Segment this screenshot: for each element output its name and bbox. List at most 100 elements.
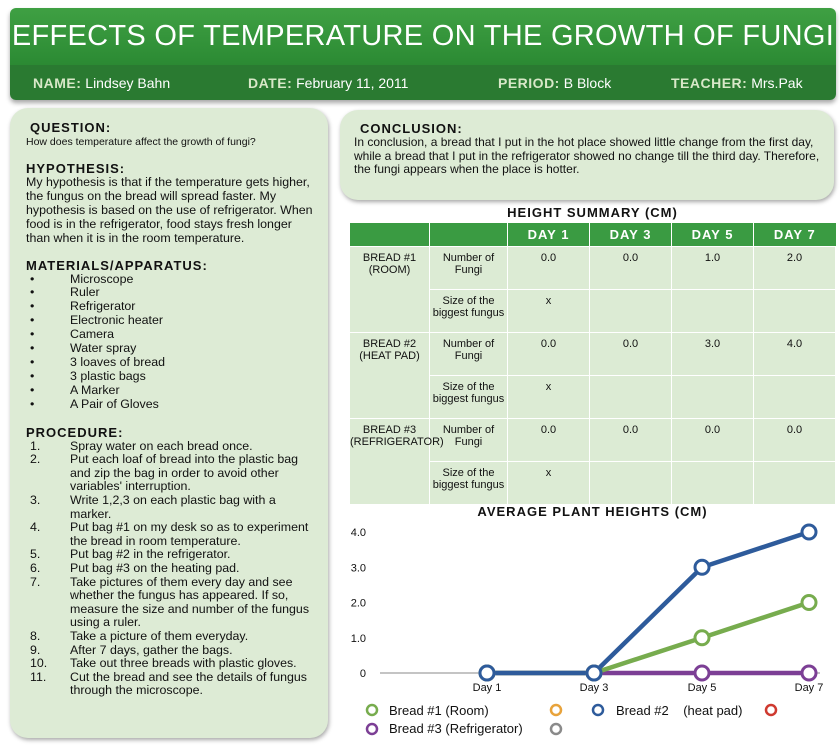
info-bar: NAME: Lindsey Bahn DATE: February 11, 20… [10,65,836,100]
table-row: BREAD #2 (HEAT PAD) Number of Fungi 0.0 … [349,331,836,419]
teacher-field: TEACHER: Mrs.Pak [671,75,803,91]
table-cell [589,374,672,419]
legend-marker [764,703,778,717]
list-item: • Ruler [26,286,314,300]
list-item: 8. Take a picture of them everyday. [30,628,249,643]
header-banner: EFFECTS OF TEMPERATURE ON THE GROWTH OF … [10,8,836,100]
conclusion-heading: CONCLUSION: [360,121,463,136]
table-cell [753,288,836,333]
list-item: 5. Put bag #2 in the refrigerator. [30,547,231,562]
y-tick-label: 4.0 [351,527,366,539]
list-item: 10. Take out three breads with plastic gl… [30,656,297,671]
column-header: DAY 7 [753,223,836,246]
bullet: • [30,299,35,314]
series-line [487,529,810,676]
table-cell: Size of the biggest fungus [429,288,508,333]
list-item: • Camera [26,327,314,342]
table-cell [671,374,754,419]
procedure-heading: PROCEDURE: [26,424,124,440]
bullet: • [30,313,35,328]
hypothesis-text: My hypothesis is that if the temperature… [26,175,313,245]
list-item: 7. Take pictures of them every day and se… [30,574,310,630]
legend-marker [365,703,379,717]
table-cell: 0.0 [671,417,754,462]
table-cell: x [507,460,590,505]
table-header-row: DAY 1 DAY 3 DAY 5 DAY 7 [349,223,836,246]
table-row: Size of the biggest fungus x [350,460,836,505]
list-item: • A Pair of Gloves [26,397,314,412]
bullet: • [30,271,35,286]
table-cell: 0.0 [507,417,590,462]
name-value: Lindsey Bahn [81,75,171,91]
column-header [429,223,508,246]
question-heading: QUESTION: [30,120,112,135]
legend-marker [591,703,605,717]
table-cell [589,460,672,505]
list-item: • Microscope [26,271,314,287]
data-point [693,558,711,576]
legend-marker [549,722,563,736]
table-cell: 3.0 [671,331,754,376]
x-tick-label: Day 1 [473,682,502,694]
list-item: 1. Spray water on each bread once. [30,438,253,453]
list-item: • 3 loaves of bread [26,355,314,370]
bullet: • [30,341,35,356]
table-cell: BREAD #3 (REFRIGERATOR) [349,417,444,505]
height-summary-table: DAY 1 DAY 3 DAY 5 DAY 7 BREAD #1 (ROOM) … [349,223,836,505]
table-cell: BREAD #2 (HEAT PAD) [349,331,430,419]
table-cell: 0.0 [507,331,590,376]
date-label: DATE: [248,75,293,91]
list-item: 3. Write 1,2,3 on each plastic bag with a… [30,492,276,521]
question-text: How does temperature affect the growth o… [26,136,256,148]
list-item: • Refrigerator [26,299,314,314]
table-cell: 4.0 [753,331,836,376]
name-field: NAME: Lindsey Bahn [33,75,170,91]
list-item: 6. Put bag #3 on the heating pad. [30,560,240,575]
period-value: B Block [559,75,612,91]
table-cell [753,374,836,419]
chart-title: AVERAGE PLANT HEIGHTS (CM) [477,504,708,519]
table-cell [753,460,836,505]
y-tick-label: 2.0 [351,598,366,610]
data-point [478,664,496,682]
bullet: • [30,285,35,300]
data-point [693,629,711,647]
data-point [693,664,711,682]
page-title: EFFECTS OF TEMPERATURE ON THE GROWTH OF … [11,20,835,52]
table-cell: Number of Fungi [429,245,508,290]
legend-label: Bread #1 (Room) [389,703,489,718]
y-tick-label: 0 [360,668,366,680]
table-row: BREAD #3 (REFRIGERATOR) Number of Fungi … [349,417,836,505]
title-bar: EFFECTS OF TEMPERATURE ON THE GROWTH OF … [10,8,836,65]
table-cell: x [507,374,590,419]
series-line [487,600,810,676]
data-point [800,523,818,541]
data-point [800,594,818,611]
hypothesis-heading: HYPOTHESIS: [26,161,126,176]
left-panel: QUESTION: How does temperature affect th… [10,108,328,738]
column-header: DAY 5 [671,223,754,246]
legend-marker [549,703,563,717]
teacher-value: Mrs.Pak [747,75,803,91]
list-item: 2. Put each loaf of bread into the plasti… [30,452,299,494]
table-cell: 0.0 [507,245,590,290]
legend-marker [365,722,379,736]
y-tick-label: 3.0 [351,562,366,574]
table-cell: 1.0 [671,245,754,290]
table-cell: Size of the biggest fungus [429,460,508,505]
table-cell: 0.0 [589,331,672,376]
bullet: • [30,382,35,397]
table-cell [671,460,754,505]
table-cell: BREAD #1 (ROOM) [349,245,430,333]
table-cell: Size of the biggest fungus [429,374,508,419]
table-cell: 0.0 [753,417,836,462]
table-row: Size of the biggest fungus x [350,288,836,333]
table-title: HEIGHT SUMMARY (CM) [507,205,678,220]
table-cell: 2.0 [753,245,836,290]
table-cell [671,288,754,333]
data-point [800,664,818,682]
legend-label: Bread #3 (Refrigerator) [389,721,523,736]
x-tick-label: Day 3 [580,682,609,694]
table-cell: 0.0 [589,245,672,290]
table-cell: Number of Fungi [429,331,508,376]
